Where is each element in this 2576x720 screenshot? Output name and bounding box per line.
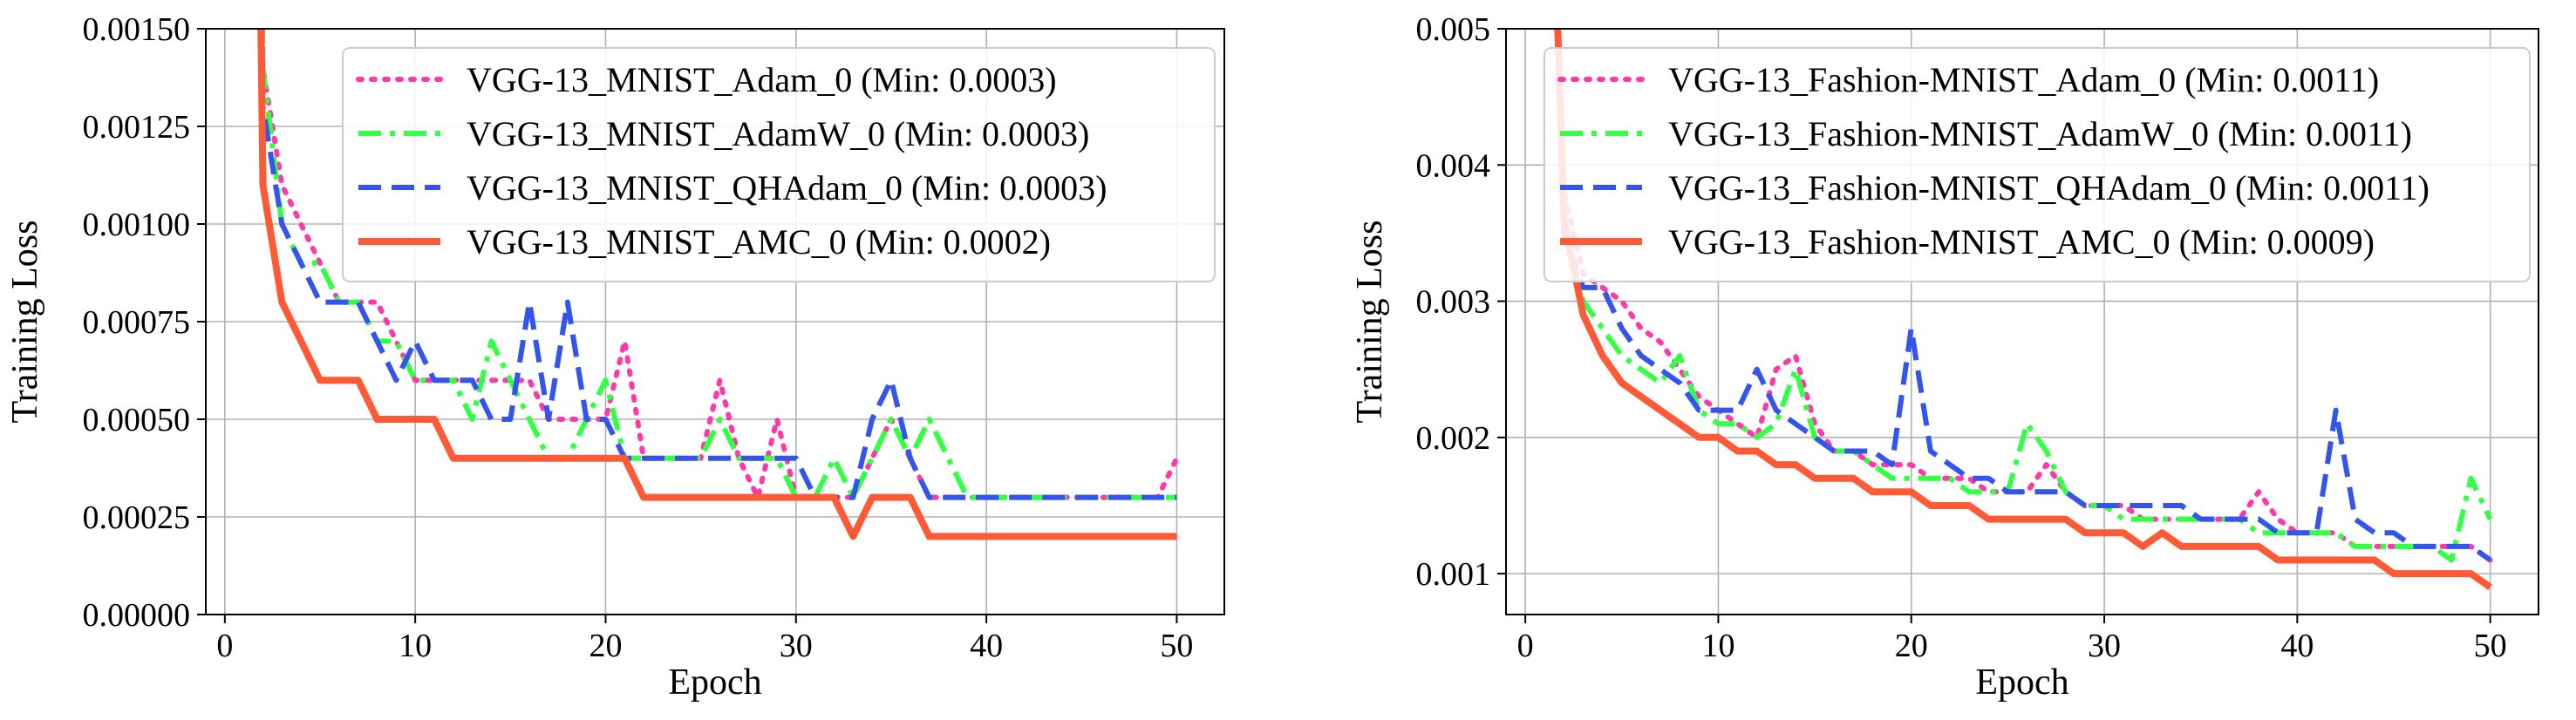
legend-label-adam: VGG-13_Fashion-MNIST_Adam_0 (Min: 0.0011…	[1668, 60, 2379, 99]
legend-label-qhadam: VGG-13_Fashion-MNIST_QHAdam_0 (Min: 0.00…	[1668, 168, 2429, 207]
legend-box	[342, 47, 1216, 282]
y-tick-label: 0.004	[1416, 147, 1491, 184]
x-tick-label: 10	[1701, 628, 1734, 664]
y-tick-label: 0.003	[1416, 284, 1491, 321]
x-tick-label: 10	[399, 628, 432, 664]
x-axis-label: Epoch	[668, 662, 761, 703]
legend-label-qhadam: VGG-13_MNIST_QHAdam_0 (Min: 0.0003)	[467, 168, 1107, 207]
y-tick-label: 0.00075	[83, 304, 191, 341]
y-tick-label: 0.00000	[83, 597, 191, 634]
x-tick-label: 30	[2088, 628, 2121, 664]
x-tick-label: 0	[1517, 628, 1534, 664]
legend-label-amc: VGG-13_Fashion-MNIST_AMC_0 (Min: 0.0009)	[1668, 222, 2375, 262]
series-line-adamw	[259, 29, 1177, 500]
y-tick-label: 0.00150	[83, 11, 191, 48]
x-tick-label: 20	[589, 628, 622, 664]
legend: VGG-13_MNIST_Adam_0 (Min: 0.0003) VGG-13_…	[342, 47, 1216, 282]
plot-frame	[1505, 28, 2539, 615]
legend-label-amc: VGG-13_MNIST_AMC_0 (Min: 0.0002)	[467, 222, 1051, 262]
chart-panel-2: 0 10 20 30 40 50 0.001 0.002 0.003 0.004 0.005 Epoc…	[1350, 11, 2539, 703]
y-tick-label: 0.002	[1416, 420, 1491, 457]
x-axis-label: Epoch	[1975, 662, 2068, 703]
x-tick-label: 0	[216, 628, 233, 664]
y-axis-label: Training Loss	[5, 221, 45, 424]
series-line-qhadam	[1555, 29, 2492, 562]
y-tick-label: 0.00125	[83, 109, 191, 146]
series-line-qhadam	[259, 29, 1177, 500]
y-tick-label: 0.001	[1416, 556, 1491, 593]
y-axis-label: Training Loss	[1350, 221, 1390, 424]
x-tick-label: 30	[780, 628, 813, 664]
series-line-amc	[1554, 29, 2492, 590]
x-tick-label: 40	[970, 628, 1003, 664]
x-tick-label: 20	[1895, 628, 1928, 664]
series-line-adamw	[1555, 29, 2493, 563]
y-tick-label: 0.00025	[83, 499, 191, 536]
y-tick-label: 0.00100	[83, 207, 191, 243]
legend-box	[1544, 47, 2531, 282]
y-tick-label: 0.00050	[83, 402, 191, 438]
x-tick-label: 50	[2474, 628, 2507, 664]
chart-panel-1: 0 10 20 30 40 50 0.00000 0.00025 0.00050 0.00075 0…	[5, 11, 1225, 703]
legend-label-adamw: VGG-13_MNIST_AdamW_0 (Min: 0.0003)	[467, 114, 1089, 153]
x-tick-label: 40	[2280, 628, 2314, 664]
legend-label-adamw: VGG-13_Fashion-MNIST_AdamW_0 (Min: 0.001…	[1668, 114, 2412, 153]
legend-label-adam: VGG-13_MNIST_Adam_0 (Min: 0.0003)	[467, 60, 1057, 99]
legend: VGG-13_Fashion-MNIST_Adam_0 (Min: 0.0011…	[1544, 47, 2531, 282]
y-tick-label: 0.005	[1416, 11, 1491, 48]
x-tick-label: 50	[1160, 628, 1193, 664]
series-line-amc	[257, 29, 1177, 540]
